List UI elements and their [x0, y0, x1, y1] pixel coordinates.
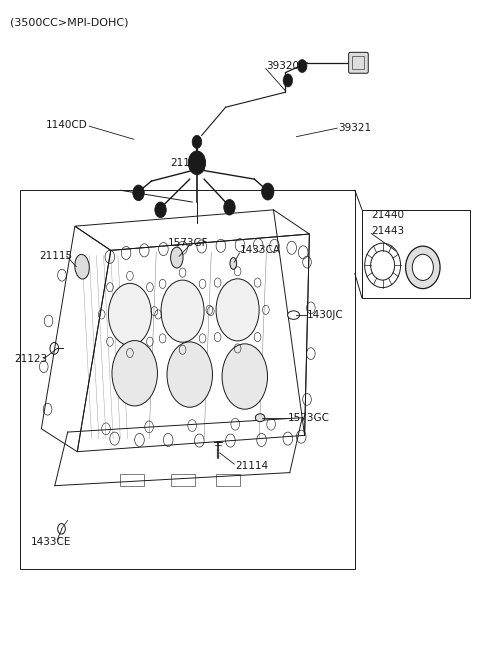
Ellipse shape — [222, 344, 267, 409]
Ellipse shape — [112, 341, 157, 406]
Bar — [170, 474, 194, 485]
FancyBboxPatch shape — [348, 52, 368, 73]
Ellipse shape — [406, 246, 440, 289]
Text: 1433CA: 1433CA — [240, 246, 281, 255]
Ellipse shape — [170, 247, 183, 268]
Ellipse shape — [288, 311, 300, 320]
Text: 1573GF: 1573GF — [168, 238, 209, 248]
Ellipse shape — [255, 414, 265, 422]
Ellipse shape — [230, 257, 237, 269]
Text: 21115: 21115 — [39, 251, 72, 261]
Text: 39321: 39321 — [338, 123, 371, 133]
Bar — [120, 474, 144, 485]
Ellipse shape — [75, 254, 89, 279]
Text: 21440: 21440 — [372, 210, 405, 220]
Circle shape — [283, 74, 293, 87]
Circle shape — [298, 60, 307, 73]
Text: 1433CE: 1433CE — [31, 537, 71, 547]
Text: 1140CD: 1140CD — [46, 120, 88, 130]
Circle shape — [133, 185, 144, 200]
Text: 1573GC: 1573GC — [288, 413, 330, 422]
Circle shape — [262, 183, 274, 200]
Circle shape — [224, 199, 235, 215]
Circle shape — [155, 202, 166, 217]
Bar — [352, 56, 364, 69]
Text: 21443: 21443 — [372, 227, 405, 236]
Text: 39320: 39320 — [266, 61, 300, 71]
Bar — [362, 210, 470, 298]
Text: (3500CC>MPI-DOHC): (3500CC>MPI-DOHC) — [10, 17, 129, 27]
Bar — [20, 190, 355, 569]
Ellipse shape — [108, 284, 152, 345]
Circle shape — [188, 151, 205, 174]
Circle shape — [192, 136, 202, 149]
Text: 21100: 21100 — [170, 158, 204, 168]
Bar — [216, 474, 240, 485]
Ellipse shape — [216, 279, 259, 341]
Text: 21114: 21114 — [235, 461, 268, 471]
Ellipse shape — [167, 342, 213, 407]
Ellipse shape — [161, 280, 204, 342]
Ellipse shape — [412, 254, 433, 280]
Text: 1430JC: 1430JC — [307, 310, 344, 320]
Text: 21123: 21123 — [14, 354, 47, 364]
